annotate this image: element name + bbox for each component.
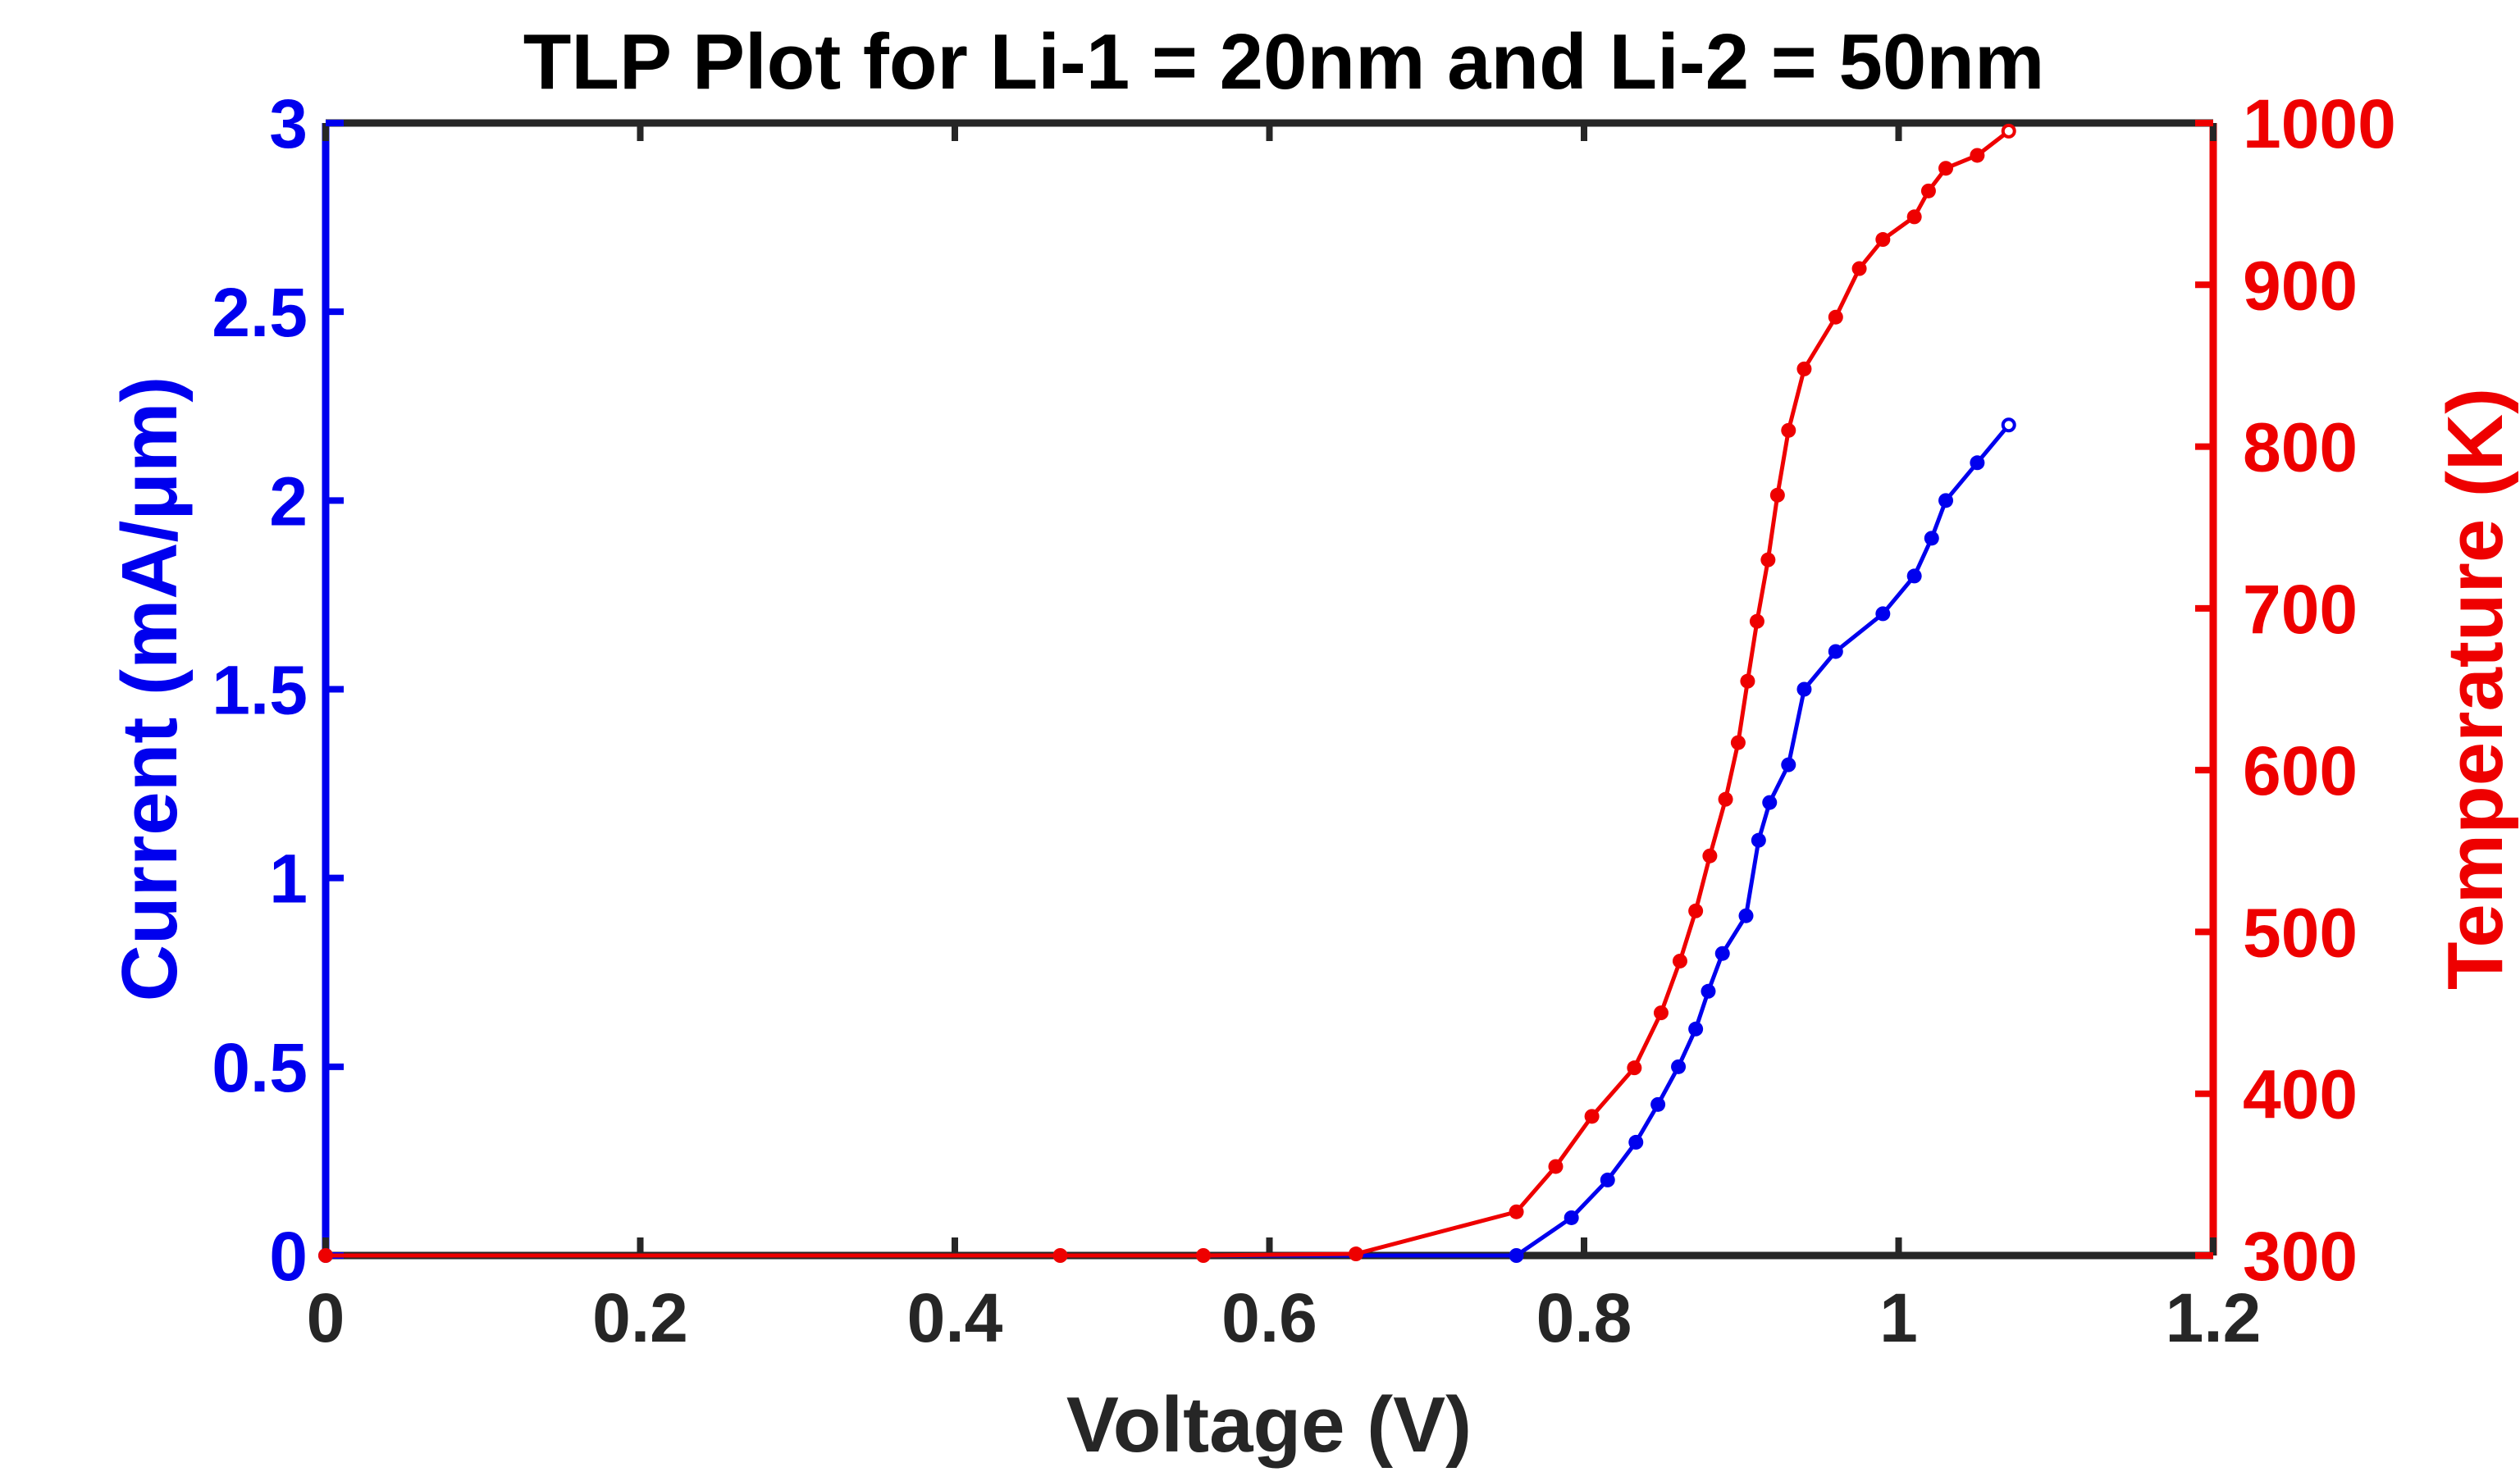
current-point [1906, 568, 1922, 584]
axis-ticks [322, 120, 2216, 1259]
x-tick-label: 0.8 [1536, 1279, 1632, 1356]
left-y-tick-label: 1.5 [212, 652, 308, 729]
right-y-tick-label: 400 [2243, 1056, 2358, 1133]
current-point [1796, 681, 1812, 697]
right-y-tick-label: 300 [2243, 1218, 2358, 1295]
series-layer [318, 123, 2016, 1263]
temperature-point [1627, 1060, 1642, 1076]
current-point [1970, 455, 1985, 471]
x-tick-label: 0.6 [1221, 1279, 1317, 1356]
x-tick-label: 0.2 [592, 1279, 688, 1356]
temperature-point [1548, 1159, 1564, 1174]
temperature-point [318, 1248, 333, 1263]
current-point [1628, 1134, 1644, 1150]
current-point [1714, 946, 1730, 961]
current-point [1738, 908, 1754, 923]
chart-title: TLP Plot for Li-1 = 20nm and Li-2 = 50nm [523, 18, 2045, 106]
current-point [1671, 1059, 1687, 1074]
x-tick-label: 0.4 [907, 1279, 1003, 1356]
left-y-tick-label: 0 [269, 1218, 308, 1295]
current-point [1875, 606, 1891, 622]
left-y-tick-label: 1 [269, 841, 308, 918]
current-point [1688, 1021, 1704, 1037]
x-axis-label: Voltage (V) [1066, 1381, 1472, 1469]
temperature-series [318, 123, 2016, 1263]
temperature-point [1796, 361, 1812, 376]
right-y-tick-label: 1000 [2243, 85, 2396, 162]
current-point [1701, 983, 1716, 999]
tick-labels: 0 0.2 0.4 0.6 0.8 1 1.2 0 0.5 1 1.5 2 2.5 3 300 400 500 6… [212, 85, 2396, 1356]
temperature-point [1749, 613, 1764, 629]
temperature-point [1688, 903, 1704, 918]
current-point [1600, 1172, 1615, 1187]
temperature-point [1760, 552, 1776, 567]
current-point [1828, 644, 1843, 659]
temperature-point [1653, 1005, 1669, 1021]
temperature-point [1938, 161, 1954, 176]
temperature-point [1920, 183, 1936, 198]
temperature-point [1781, 422, 1796, 438]
right-y-axis-label: Temperature (K) [2431, 388, 2519, 990]
current-point [1762, 795, 1778, 810]
temperature-point [1509, 1204, 1524, 1219]
current-point [1781, 757, 1796, 772]
temperature-point [1970, 148, 1985, 163]
right-y-tick-label: 500 [2243, 894, 2358, 971]
temperature-point [1584, 1109, 1600, 1124]
current-series [318, 417, 2016, 1263]
temperature-point [1702, 848, 1718, 864]
temperature-point [1718, 791, 1733, 807]
temperature-point [1851, 261, 1867, 276]
current-point [1751, 832, 1766, 848]
left-y-tick-label: 3 [269, 85, 308, 162]
current-point [1509, 1248, 1524, 1263]
temperature-point [1740, 673, 1755, 689]
left-y-tick-label: 0.5 [212, 1029, 308, 1106]
right-y-tick-label: 700 [2243, 571, 2358, 648]
x-tick-label: 1 [1879, 1279, 1918, 1356]
right-y-tick-label: 800 [2243, 409, 2358, 486]
right-y-tick-label: 900 [2243, 247, 2358, 324]
temperature-point [1195, 1248, 1211, 1263]
temperature-line [326, 129, 2011, 1258]
x-tick-label: 0 [307, 1279, 345, 1356]
left-y-tick-label: 2.5 [212, 274, 308, 351]
current-point [1564, 1210, 1579, 1225]
temperature-point [1906, 209, 1922, 225]
right-y-tick-label: 600 [2243, 732, 2358, 809]
current-point [1650, 1096, 1666, 1112]
temperature-point [1769, 487, 1785, 503]
temperature-point [1348, 1246, 1363, 1262]
temperature-point [1672, 953, 1687, 968]
left-y-tick-label: 2 [269, 463, 308, 540]
current-point [2001, 417, 2016, 433]
current-point [1924, 531, 1939, 546]
left-y-axis-label: Current (mA/μm) [106, 376, 194, 1002]
temperature-point [1052, 1248, 1068, 1263]
plot-frame [322, 119, 2217, 1260]
temperature-point [1730, 735, 1746, 750]
current-point [1938, 493, 1954, 508]
temperature-point [1875, 232, 1891, 248]
x-tick-label: 1.2 [2166, 1279, 2262, 1356]
temperature-point [2001, 123, 2016, 139]
temperature-point [1828, 309, 1843, 325]
current-line [326, 423, 2011, 1258]
